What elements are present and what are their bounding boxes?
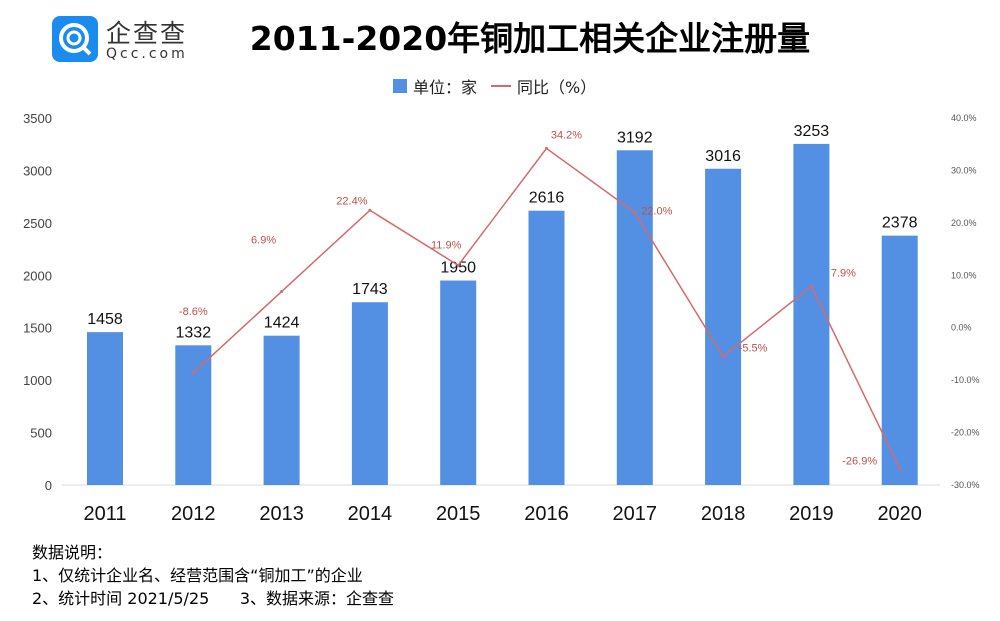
x-axis-tick: 2018: [701, 503, 746, 525]
right-axis-tick: 0.0%: [951, 323, 972, 333]
brand-domain: Qcc.com: [106, 46, 188, 62]
line-value-label: 7.9%: [831, 267, 856, 279]
line-value-label: 22.0%: [641, 205, 672, 217]
bar: [881, 235, 918, 485]
legend-line-swatch: [491, 85, 512, 87]
note-heading: 数据说明：: [32, 543, 113, 562]
note-2: 2、统计时间 2021/5/25 3、数据来源：企查查: [32, 589, 395, 608]
x-axis-tick: 2017: [613, 503, 658, 525]
bar: [351, 302, 388, 485]
bar-value-label: 3016: [705, 148, 741, 165]
bar: [175, 345, 212, 485]
right-axis-tick: 30.0%: [951, 165, 977, 175]
note-1: 1、仅统计企业名、经营范围含“铜加工”的企业: [32, 566, 363, 585]
line-point: [633, 210, 637, 214]
line-point: [545, 146, 548, 150]
bar-value-label: 3192: [617, 129, 653, 146]
line-value-label: -8.6%: [179, 306, 208, 318]
x-axis-tick: 2019: [789, 503, 834, 525]
bar: [87, 332, 123, 485]
line-value-label: 22.4%: [336, 195, 367, 207]
line-point: [898, 467, 902, 471]
bar: [705, 168, 742, 485]
x-axis-tick: 2020: [877, 503, 922, 525]
x-axis-tick: 2012: [171, 503, 216, 525]
line-point: [456, 263, 460, 267]
bar: [440, 280, 477, 485]
right-axis-tick: -20.0%: [951, 428, 980, 438]
line-point: [191, 371, 195, 375]
left-axis-tick: 0: [45, 478, 52, 493]
bar-value-label: 1332: [176, 324, 212, 341]
bar-value-label: 1424: [264, 315, 300, 332]
chart-title: 2011-2020年铜加工相关企业注册量: [249, 19, 811, 58]
x-axis-tick: 2011: [83, 503, 126, 525]
brand-name: 企查查: [106, 19, 188, 48]
left-axis-tick: 2000: [23, 268, 52, 283]
bar: [793, 143, 830, 485]
line-value-label: 6.9%: [251, 235, 276, 247]
right-axis-tick: -10.0%: [951, 375, 980, 385]
right-axis-tick: 20.0%: [951, 218, 977, 228]
right-axis-tick: 10.0%: [951, 270, 977, 280]
legend: 单位：家 同比（%）: [393, 74, 596, 98]
bar-value-label: 2378: [882, 215, 918, 232]
bar-value-label: 1743: [352, 281, 388, 298]
left-axis-tick: 2500: [23, 216, 52, 231]
bar-value-label: 3253: [794, 123, 830, 140]
x-axis-tick: 2016: [524, 503, 569, 525]
bar: [616, 150, 653, 485]
line-value-label: -26.9%: [842, 456, 877, 468]
left-axis-tick: 3000: [23, 163, 52, 178]
left-axis-tick: 1000: [23, 373, 52, 388]
line-value-label: -5.5%: [739, 343, 768, 355]
right-axis-tick: 40.0%: [951, 113, 977, 123]
line-point: [809, 284, 813, 288]
x-axis-tick: 2014: [348, 503, 393, 525]
legend-line-label: 同比（%）: [517, 78, 597, 97]
x-axis-tick: 2013: [259, 503, 304, 525]
left-axis-tick: 3500: [23, 111, 52, 126]
bar-value-label: 1458: [87, 311, 123, 328]
line-point: [721, 355, 725, 359]
right-axis-tick: -30.0%: [951, 480, 980, 490]
line-point: [280, 290, 284, 294]
line-value-label: 11.9%: [431, 239, 462, 251]
bar: [263, 335, 300, 485]
line-point: [368, 208, 372, 212]
bar-value-label: 1950: [440, 260, 476, 277]
qcc-logo-icon: [52, 16, 98, 62]
legend-bar-swatch: [393, 79, 407, 93]
notes: 数据说明： 1、仅统计企业名、经营范围含“铜加工”的企业 2、统计时间 2021…: [32, 541, 394, 610]
left-axis-tick: 1500: [23, 321, 52, 336]
legend-bar-label: 单位：家: [413, 78, 478, 97]
left-axis-tick: 500: [30, 426, 52, 441]
line-value-label: 34.2%: [551, 129, 582, 141]
bar: [528, 210, 565, 485]
x-axis-tick: 2015: [436, 503, 481, 525]
bar-value-label: 2616: [529, 190, 565, 207]
